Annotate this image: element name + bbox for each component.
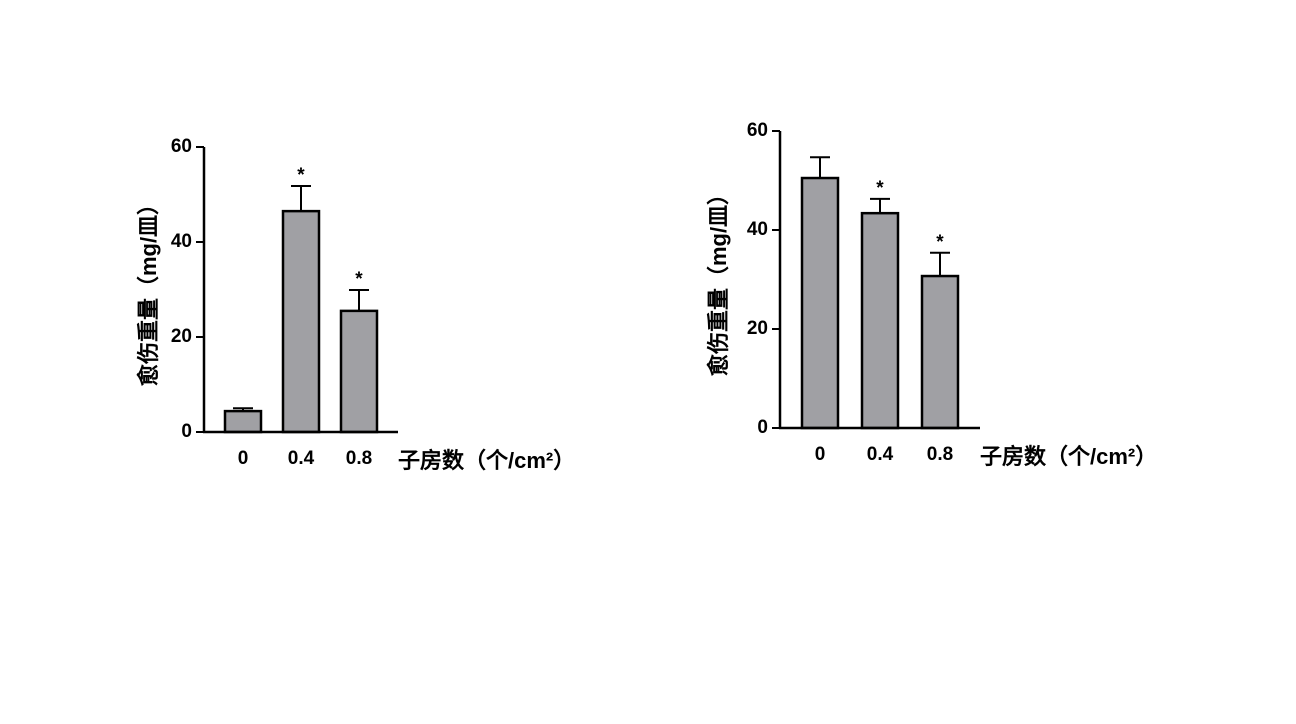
significance-mark: * bbox=[355, 269, 363, 290]
significance-mark: * bbox=[936, 232, 944, 253]
y-axis-label: 愈伤重量（mg/皿） bbox=[706, 183, 731, 377]
y-tick-label: 60 bbox=[747, 120, 768, 141]
significance-mark: * bbox=[297, 165, 305, 186]
x-tick-label: 0.8 bbox=[927, 444, 953, 465]
y-tick-label: 40 bbox=[747, 219, 768, 240]
y-tick-label: 40 bbox=[171, 231, 192, 252]
bar bbox=[920, 274, 960, 430]
y-tick-label: 20 bbox=[171, 326, 192, 347]
bar bbox=[339, 309, 379, 434]
x-axis-label: 子房数（个/cm²） bbox=[398, 448, 575, 473]
bar bbox=[281, 209, 321, 434]
bar bbox=[223, 409, 263, 434]
x-axis-label: 子房数（个/cm²） bbox=[980, 444, 1157, 469]
bar bbox=[860, 211, 900, 430]
significance-mark: * bbox=[876, 178, 884, 199]
x-tick-label: 0 bbox=[815, 444, 826, 465]
y-tick-label: 0 bbox=[181, 421, 192, 442]
y-tick-label: 60 bbox=[171, 136, 192, 157]
x-tick-label: 0.4 bbox=[288, 448, 315, 469]
y-axis-label: 愈伤重量（mg/皿） bbox=[136, 193, 161, 387]
x-tick-label: 0 bbox=[238, 448, 249, 469]
bar bbox=[800, 176, 840, 430]
y-tick-label: 20 bbox=[747, 318, 768, 339]
y-tick-label: 0 bbox=[757, 417, 768, 438]
x-tick-label: 0.8 bbox=[346, 448, 372, 469]
x-tick-label: 0.4 bbox=[867, 444, 894, 465]
